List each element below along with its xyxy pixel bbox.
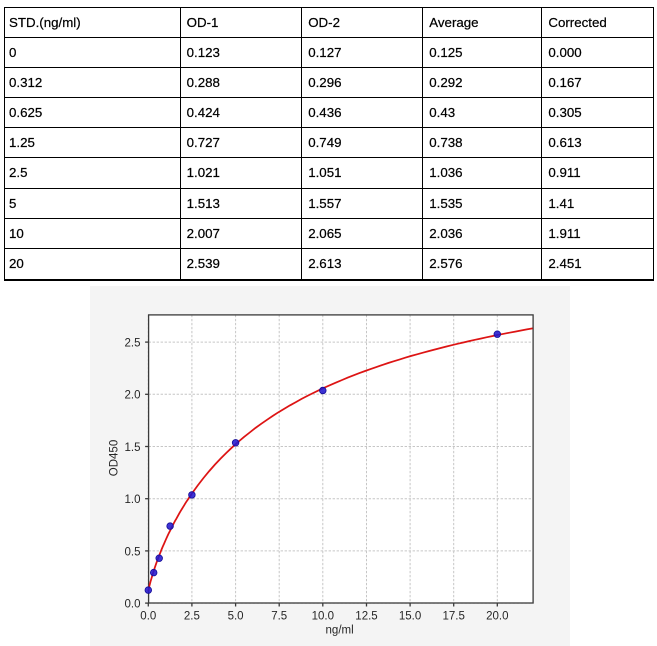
svg-text:2.0: 2.0 <box>125 390 141 402</box>
svg-text:0.5: 0.5 <box>125 546 141 558</box>
svg-text:2.5: 2.5 <box>125 338 141 350</box>
svg-text:10.0: 10.0 <box>312 610 334 622</box>
svg-text:12.5: 12.5 <box>355 610 377 622</box>
svg-text:15.0: 15.0 <box>399 610 421 622</box>
svg-text:OD450: OD450 <box>109 440 121 476</box>
svg-text:20.0: 20.0 <box>486 610 508 622</box>
svg-text:1.5: 1.5 <box>125 442 141 454</box>
svg-text:5.0: 5.0 <box>228 610 244 622</box>
svg-text:0.0: 0.0 <box>125 599 141 611</box>
svg-text:0.0: 0.0 <box>140 610 156 622</box>
svg-text:2.5: 2.5 <box>184 610 200 622</box>
svg-text:7.5: 7.5 <box>271 610 287 622</box>
svg-text:1.0: 1.0 <box>125 494 141 506</box>
svg-text:ng/ml: ng/ml <box>326 625 354 637</box>
svg-text:17.5: 17.5 <box>443 610 465 622</box>
